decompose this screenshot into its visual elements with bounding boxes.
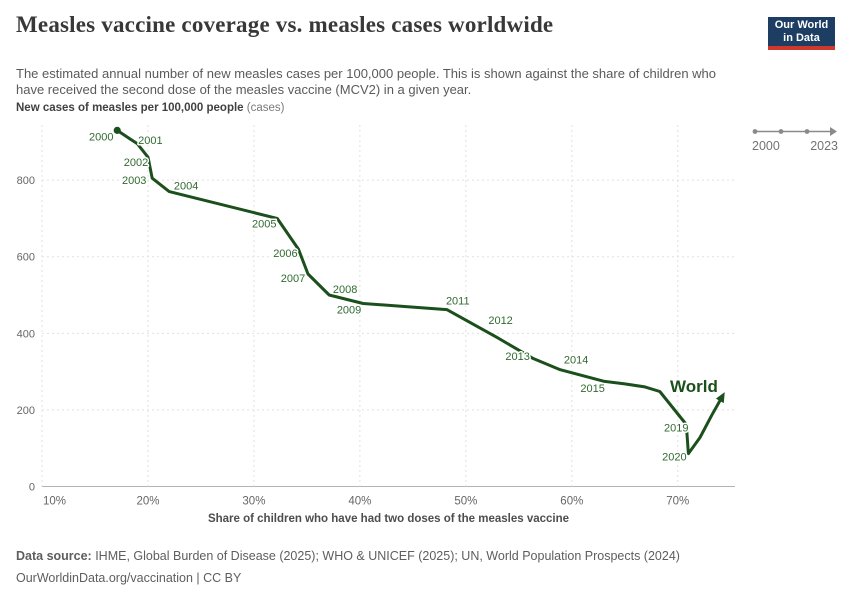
logo-line2: in Data <box>783 31 820 44</box>
x-tick-label: 60% <box>560 496 583 508</box>
x-tick-label: 70% <box>666 496 689 508</box>
year-label: 2008 <box>333 284 357 296</box>
trend-arrowhead-icon <box>715 392 725 404</box>
year-label: 2006 <box>273 248 297 260</box>
year-label: 2005 <box>252 218 276 230</box>
y-tick-label: 600 <box>17 252 35 264</box>
chart-footer: Data source: IHME, Global Burden of Dise… <box>16 545 816 589</box>
start-point-dot <box>113 126 121 134</box>
timeline-scrubber[interactable]: 2000 2023 <box>752 125 838 153</box>
y-tick-label: 400 <box>17 328 35 340</box>
y-axis-title-main: New cases of measles per 100,000 people <box>16 102 244 114</box>
logo-line1: Our World <box>774 18 829 31</box>
entity-label-world: World <box>670 377 718 396</box>
x-tick-label: 20% <box>136 496 159 508</box>
y-tick-label: 800 <box>17 175 35 187</box>
year-label: 2009 <box>337 304 361 316</box>
y-axis-title-unit: (cases) <box>246 102 285 114</box>
y-tick-label: 200 <box>17 405 35 417</box>
year-label: 2007 <box>281 273 305 285</box>
year-label: 2013 <box>505 351 529 363</box>
page-title: Measles vaccine coverage vs. measles cas… <box>16 12 554 37</box>
year-label: 2015 <box>580 383 604 395</box>
year-label: 2003 <box>122 175 146 187</box>
year-label: 2011 <box>446 296 470 308</box>
x-tick-label: 50% <box>454 496 477 508</box>
y-tick-label: 0 <box>29 482 35 494</box>
x-tick-label: 10% <box>43 496 66 508</box>
x-axis-title: Share of children who have had two doses… <box>207 513 570 525</box>
data-source-text: IHME, Global Burden of Disease (2025); W… <box>91 549 680 563</box>
year-label: 2012 <box>488 315 512 327</box>
timeline-start-year[interactable]: 2000 <box>752 139 780 153</box>
timeline-track-icon[interactable] <box>752 125 838 138</box>
year-label: 2001 <box>138 135 162 147</box>
year-label: 2019 <box>664 422 688 434</box>
series-line-world[interactable] <box>115 128 724 456</box>
chart-subtitle: The estimated annual number of new measl… <box>16 66 717 97</box>
year-label: 2002 <box>124 157 148 169</box>
data-source-label: Data source: <box>16 549 92 563</box>
year-label: 2004 <box>174 181 198 193</box>
our-world-in-data-logo: Our World in Data <box>768 17 835 50</box>
year-label: 2014 <box>564 355 588 367</box>
year-label: 2000 <box>89 131 113 143</box>
data-source-line: Data source: IHME, Global Burden of Dise… <box>16 545 816 567</box>
year-label: 2020 <box>662 452 686 464</box>
x-tick-label: 30% <box>242 496 265 508</box>
y-axis-title: New cases of measles per 100,000 people … <box>16 102 284 114</box>
timeline-end-year[interactable]: 2023 <box>810 139 838 153</box>
x-tick-label: 40% <box>348 496 371 508</box>
license-line: OurWorldinData.org/vaccination | CC BY <box>16 571 242 585</box>
